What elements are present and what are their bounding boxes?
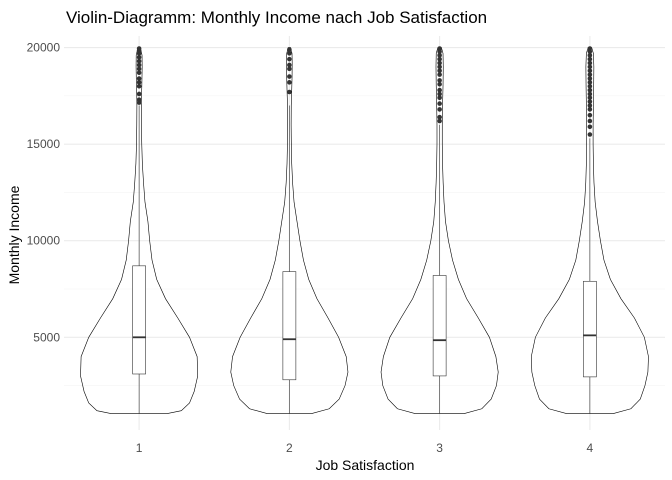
box-iqr [132,265,146,375]
outlier-point [437,60,442,66]
axis-ticks: 5000 10000 15000 20000 1 2 3 4 [27,41,594,455]
x-axis-title: Job Satisfaction [316,457,415,473]
outlier-point [437,64,442,70]
outlier-point [136,62,142,68]
x-tick-label: 4 [587,441,594,455]
outlier-point [587,64,593,70]
outlier-point [136,76,142,81]
x-tick-label: 2 [286,441,293,455]
x-tick-label: 1 [136,441,143,455]
outlier-point [587,76,593,81]
outlier-point [437,107,442,112]
violin-group-3 [380,46,499,414]
box-iqr [432,275,447,377]
outlier-point [437,101,442,106]
outlier-point [587,99,593,104]
outlier-point [437,81,442,87]
outlier-point [437,46,442,51]
violin-group-4 [530,46,649,414]
outlier-point [587,118,593,124]
outlier-point [587,87,593,93]
outlier-point [587,112,593,118]
chart-title: Violin-Diagramm: Monthly Income nach Job… [66,8,487,27]
outlier-point [437,95,442,101]
y-axis-title: Monthly Income [6,185,22,284]
outlier-point [136,46,142,51]
x-tick-label: 3 [436,441,443,455]
outlier-point [287,66,292,72]
outlier-point [287,89,292,95]
y-tick-label: 10000 [27,234,61,248]
outlier-point [437,78,442,83]
box-iqr [583,280,597,378]
outlier-point [287,62,292,68]
outlier-point [437,56,442,62]
outlier-point [437,114,442,120]
outlier-point [437,72,442,77]
outlier-point [136,70,142,75]
outlier-point [437,87,442,93]
outlier-point [587,46,593,51]
y-tick-label: 5000 [33,330,60,344]
outlier-point [587,53,593,58]
outlier-point [136,83,142,89]
violin-group-2 [230,47,349,414]
outlier-point [287,47,292,52]
outlier-point [587,72,593,77]
outlier-point [136,66,142,72]
outlier-point [136,58,142,64]
outlier-point [136,91,142,97]
outlier-point [437,68,442,74]
outlier-point [587,83,593,89]
outlier-point [587,107,593,112]
grid [64,36,665,430]
outlier-point [437,53,442,58]
outlier-point [587,103,593,108]
outlier-point [587,124,593,130]
outlier-point [587,56,593,62]
violin-group-1 [80,46,199,414]
outlier-point [287,74,292,79]
outlier-point [587,60,593,66]
violins [80,46,649,414]
box-iqr [282,271,297,381]
outlier-point [136,54,142,60]
outlier-point [287,51,292,56]
outlier-point [587,68,593,74]
outlier-point [287,56,292,62]
outlier-point [587,80,593,85]
y-tick-label: 15000 [27,137,61,151]
outlier-point [437,118,442,124]
outlier-point [587,91,593,97]
outlier-point [136,97,142,103]
outlier-point [287,80,292,85]
outlier-point [587,95,593,101]
outlier-point [136,80,142,85]
outlier-point [587,132,593,137]
outlier-point [437,91,442,97]
y-tick-label: 20000 [27,41,61,55]
